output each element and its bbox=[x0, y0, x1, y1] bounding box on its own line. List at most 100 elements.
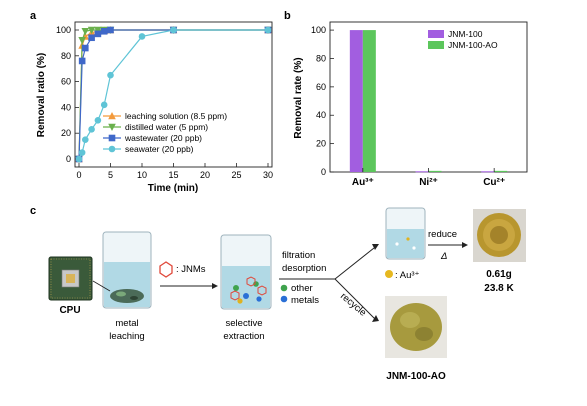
x-tick-label: 10 bbox=[137, 170, 147, 180]
leaching-label-line2: leaching bbox=[109, 331, 144, 342]
legend-label-1: JNM-100-AO bbox=[448, 40, 498, 50]
recycle-label: recycle bbox=[338, 291, 368, 319]
panel-a-ticks: 0 5 10 15 20 25 30 0 20 40 60 80 100 bbox=[56, 25, 273, 180]
extraction-label-line1: selective bbox=[226, 318, 263, 329]
x-category-label: Au³⁺ bbox=[352, 177, 374, 188]
legend-label-1: distilled water (5 ppm) bbox=[125, 122, 208, 132]
legend-swatch-1 bbox=[428, 41, 444, 49]
panel-c-letter: c bbox=[30, 205, 36, 217]
series-point-3 bbox=[94, 117, 102, 124]
x-tick-label: 15 bbox=[168, 170, 178, 180]
panel-b-ylabel: Removal rate (%) bbox=[293, 57, 304, 138]
panel-b-bars: Au³⁺ Ni²⁺ Cu²⁺ bbox=[349, 30, 508, 188]
y-tick-label: 80 bbox=[316, 53, 326, 63]
extraction-label-line2: extraction bbox=[223, 331, 264, 342]
other-metal-dot-blue bbox=[280, 295, 288, 303]
legend-swatch-0 bbox=[428, 30, 444, 38]
bar-0-0 bbox=[349, 30, 363, 172]
au-label: : Au³⁺ bbox=[395, 270, 420, 281]
arrow-head-icon bbox=[212, 283, 218, 289]
y-tick-label: 20 bbox=[61, 128, 71, 138]
delta-label: Δ bbox=[440, 251, 447, 262]
bar-2-1 bbox=[494, 170, 508, 172]
bar-2-0 bbox=[481, 171, 495, 173]
series-point-3 bbox=[82, 136, 89, 143]
series-point-3 bbox=[170, 26, 177, 34]
gold-coin bbox=[473, 209, 526, 262]
x-category-label: Ni²⁺ bbox=[419, 177, 438, 188]
series-line-3 bbox=[78, 29, 268, 160]
legend-label-3: seawater (20 ppb) bbox=[125, 144, 194, 154]
cpu-to-beaker-line bbox=[92, 280, 111, 292]
arrow-up-head-icon bbox=[372, 244, 379, 250]
series-point-2 bbox=[100, 27, 108, 35]
x-tick-label: 30 bbox=[263, 170, 273, 180]
panel-a-letter: a bbox=[30, 10, 37, 22]
arrow-down-line bbox=[334, 278, 377, 321]
series-point-1 bbox=[78, 37, 86, 45]
y-tick-label: 60 bbox=[61, 77, 71, 87]
y-tick-label: 20 bbox=[316, 139, 326, 149]
x-tick-label: 25 bbox=[231, 170, 241, 180]
gold-beaker bbox=[385, 207, 426, 260]
legend-marker-0 bbox=[108, 112, 116, 120]
series-point-2 bbox=[78, 57, 86, 65]
legend-label-0: JNM-100 bbox=[448, 29, 483, 39]
panel-a: a 0 5 10 15 20 25 30 0 20 40 60 80 100 Time (min) Re… bbox=[30, 10, 273, 194]
metals-label: metals bbox=[291, 295, 319, 306]
gold-mass-label: 0.61g bbox=[486, 269, 512, 280]
panel-a-series bbox=[75, 26, 272, 163]
bar-1-1 bbox=[428, 170, 442, 172]
desorption-label: desorption bbox=[282, 263, 326, 274]
y-tick-label: 100 bbox=[56, 25, 71, 35]
other-metal-dot-green bbox=[280, 284, 288, 292]
legend-label-2: wastewater (20 ppb) bbox=[124, 133, 202, 143]
product-label: JNM-100-AO bbox=[386, 371, 446, 382]
series-point-2 bbox=[94, 30, 102, 38]
x-tick-label: 5 bbox=[108, 170, 113, 180]
panel-b-letter: b bbox=[284, 10, 291, 22]
reduce-label: reduce bbox=[428, 229, 457, 240]
y-tick-label: 40 bbox=[61, 102, 71, 112]
gold-karat-label: 23.8 K bbox=[484, 283, 514, 294]
series-point-1 bbox=[87, 26, 96, 34]
leaching-label-line1: metal bbox=[115, 318, 138, 329]
y-tick-label: 0 bbox=[321, 167, 326, 177]
series-point-3 bbox=[100, 101, 108, 109]
y-tick-label: 0 bbox=[66, 154, 71, 164]
panel-a-ylabel: Removal ratio (%) bbox=[36, 53, 47, 137]
cpu-chip bbox=[48, 256, 93, 301]
x-category-label: Cu²⁺ bbox=[483, 177, 505, 188]
y-tick-label: 80 bbox=[61, 51, 71, 61]
series-point-3 bbox=[138, 33, 146, 40]
series-point-3 bbox=[107, 71, 114, 79]
series-point-2 bbox=[88, 34, 95, 42]
arrow-up-line bbox=[334, 247, 375, 280]
series-point-3 bbox=[75, 155, 83, 163]
series-point-2 bbox=[107, 26, 114, 34]
panel-c: c CPU metal leaching : JNMs bbox=[30, 205, 526, 382]
panel-a-xlabel: Time (min) bbox=[148, 183, 198, 194]
series-point-3 bbox=[78, 149, 86, 156]
legend-label-0: leaching solution (8.5 ppm) bbox=[125, 111, 227, 121]
cpu-label: CPU bbox=[59, 305, 80, 316]
panel-a-legend: leaching solution (8.5 ppm)distilled wat… bbox=[103, 111, 227, 154]
jnm-hexagon-icon bbox=[159, 261, 173, 278]
au-dot bbox=[385, 270, 393, 278]
other-label: other bbox=[291, 283, 313, 294]
y-tick-label: 100 bbox=[311, 25, 326, 35]
bar-1-0 bbox=[415, 171, 429, 173]
legend-marker-1 bbox=[108, 123, 116, 131]
arrow-down-head-icon bbox=[372, 315, 379, 322]
bar-0-1 bbox=[362, 30, 376, 172]
x-tick-label: 0 bbox=[76, 170, 81, 180]
leaching-beaker bbox=[102, 231, 152, 309]
x-tick-label: 20 bbox=[200, 170, 210, 180]
y-tick-label: 40 bbox=[316, 110, 326, 120]
series-point-1 bbox=[81, 27, 90, 36]
panel-b: b 0 20 40 60 80 100 Au³⁺ Ni²⁺ Cu²⁺ Removal rate… bbox=[284, 10, 528, 188]
legend-marker-2 bbox=[108, 134, 116, 142]
extraction-beaker bbox=[220, 234, 272, 310]
